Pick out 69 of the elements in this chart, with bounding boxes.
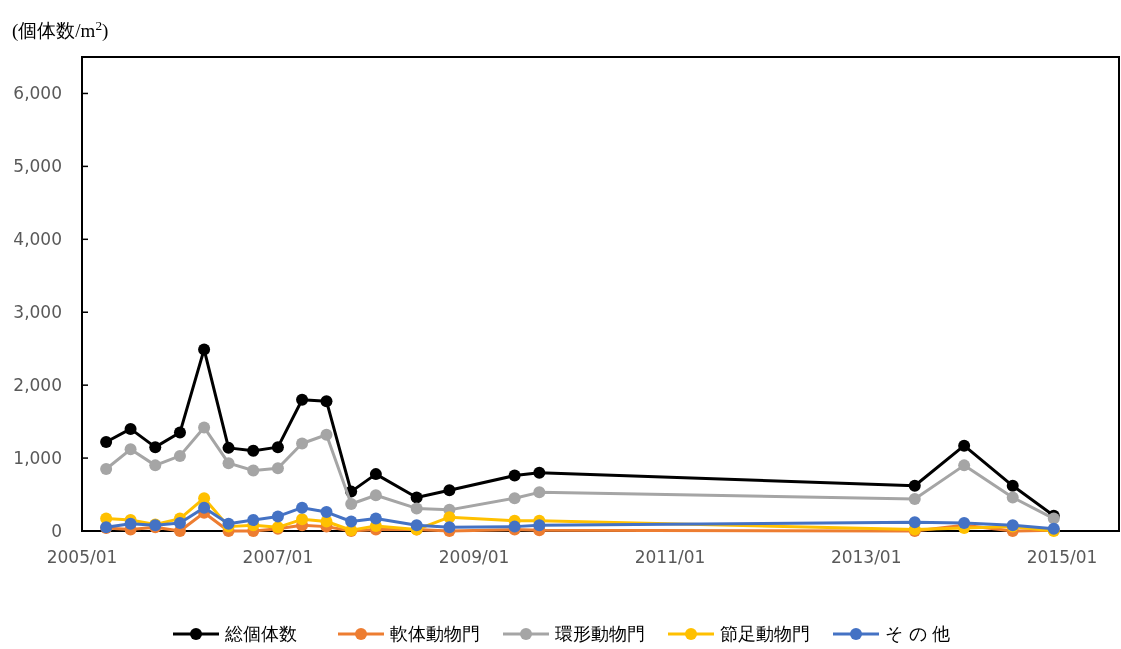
point — [508, 492, 521, 505]
y-tick-label: 0 — [51, 520, 62, 541]
x-tick-label: 2015/01 — [1026, 547, 1098, 567]
point — [296, 437, 309, 450]
point — [1006, 491, 1019, 504]
point — [100, 463, 113, 476]
legend-label: 環形動物門 — [555, 623, 645, 645]
point — [369, 468, 382, 481]
point — [533, 466, 546, 479]
y-tick-label: 3,000 — [13, 302, 62, 323]
legend-label: そ の 他 — [885, 623, 951, 645]
point — [173, 426, 186, 439]
point — [173, 449, 186, 462]
point — [533, 486, 546, 499]
point — [320, 395, 333, 408]
y-tick-label: 6,000 — [13, 83, 62, 104]
point — [271, 441, 284, 454]
point — [149, 459, 162, 472]
point — [908, 492, 921, 505]
point — [908, 479, 921, 492]
point — [443, 521, 456, 534]
point — [296, 513, 309, 526]
point — [296, 501, 309, 514]
y-tick-label: 2,000 — [13, 375, 62, 396]
point — [173, 516, 186, 529]
point — [198, 343, 211, 356]
point — [149, 441, 162, 454]
point — [271, 462, 284, 475]
y-axis-title: (個体数/m$^{2}$) — [12, 17, 109, 42]
point — [410, 502, 423, 515]
point — [271, 510, 284, 523]
point — [124, 422, 137, 435]
point — [222, 457, 235, 470]
point — [198, 501, 211, 514]
legend-label: 節足動物門 — [720, 623, 810, 645]
x-tick-label: 2005/01 — [46, 547, 118, 567]
legend-label: 総個体数 — [224, 623, 297, 645]
point — [345, 498, 358, 511]
point — [369, 489, 382, 502]
y-tick-label: 1,000 — [13, 448, 62, 469]
point — [198, 421, 211, 434]
legend-label: 軟体動物門 — [390, 623, 480, 645]
point — [908, 516, 921, 529]
point — [222, 441, 235, 454]
point — [443, 511, 456, 524]
point — [410, 519, 423, 532]
point — [958, 439, 971, 452]
point — [247, 464, 260, 477]
x-tick-label: 2011/01 — [634, 547, 706, 567]
point — [124, 443, 137, 456]
point — [533, 519, 546, 532]
point — [443, 484, 456, 497]
point — [508, 469, 521, 482]
point — [410, 491, 423, 504]
point — [320, 428, 333, 441]
point — [296, 393, 309, 406]
y-tick-label: 4,000 — [13, 229, 62, 250]
point — [958, 459, 971, 472]
x-tick-label: 2007/01 — [242, 547, 314, 567]
point — [247, 444, 260, 457]
x-tick-label: 2009/01 — [438, 547, 510, 567]
point — [100, 436, 113, 449]
point — [1006, 479, 1019, 492]
point — [345, 515, 358, 528]
y-tick-label: 5,000 — [13, 156, 62, 177]
point — [369, 512, 382, 525]
x-tick-label: 2013/01 — [830, 547, 902, 567]
point — [320, 506, 333, 519]
point — [247, 514, 260, 527]
